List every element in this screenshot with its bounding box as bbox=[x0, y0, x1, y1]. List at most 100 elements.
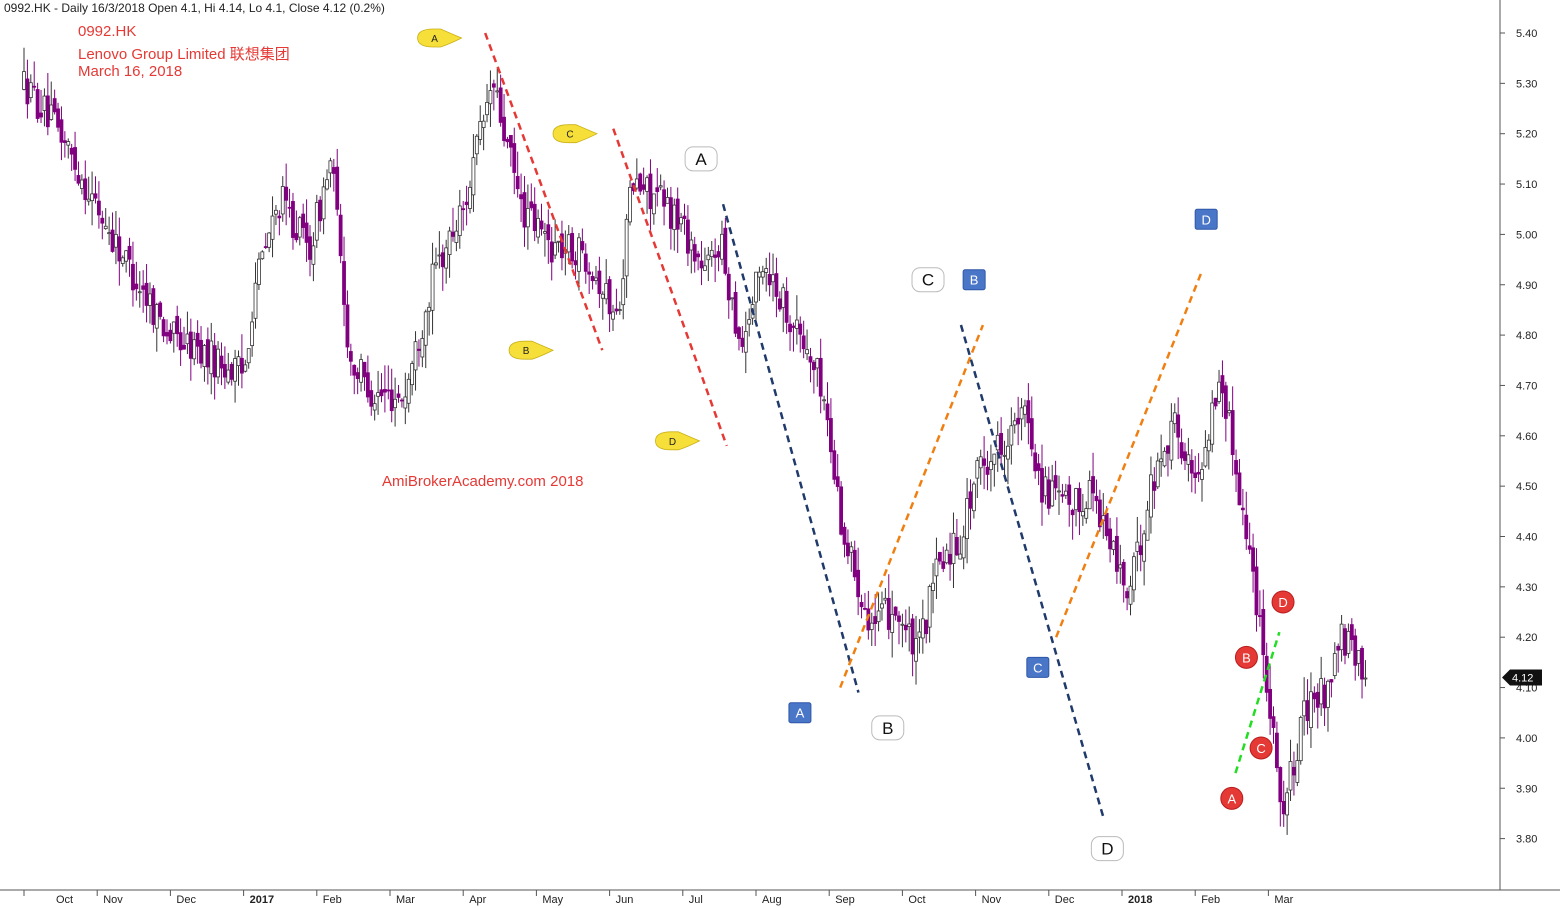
x-tick-label: Nov bbox=[982, 894, 1002, 906]
candle-body bbox=[233, 358, 237, 382]
candle-body bbox=[985, 466, 990, 475]
candle-body bbox=[1179, 442, 1184, 459]
candle-body bbox=[212, 345, 217, 378]
candle-body bbox=[69, 147, 74, 155]
candle-body bbox=[1322, 684, 1327, 709]
x-tick-label: Feb bbox=[1201, 894, 1220, 906]
candle-body bbox=[1247, 545, 1252, 550]
candle-body bbox=[389, 389, 394, 412]
candle-body bbox=[999, 432, 1004, 455]
candle-body bbox=[447, 230, 452, 255]
candle-body bbox=[1186, 454, 1191, 465]
candle-body bbox=[1019, 407, 1024, 420]
trendlines-layer bbox=[483, 32, 1281, 819]
y-tick-label: 5.10 bbox=[1516, 179, 1537, 191]
candle-body bbox=[236, 356, 241, 367]
candle-body bbox=[989, 461, 993, 471]
candle-body bbox=[822, 399, 826, 402]
candle-body bbox=[883, 597, 888, 601]
navy-trendline bbox=[959, 324, 1105, 819]
candle-body bbox=[1288, 761, 1293, 791]
candle-body bbox=[62, 140, 67, 143]
candle-body bbox=[927, 586, 932, 628]
x-tick-label: Aug bbox=[762, 894, 782, 906]
y-tick-label: 4.20 bbox=[1516, 632, 1537, 644]
candle-body bbox=[379, 389, 384, 397]
candle-body bbox=[733, 292, 738, 334]
candle-body bbox=[624, 218, 629, 277]
candle-body bbox=[1118, 564, 1123, 569]
candle-body bbox=[801, 335, 806, 350]
candle-body bbox=[743, 331, 748, 353]
candle-body bbox=[1087, 480, 1092, 510]
candle-body bbox=[369, 390, 374, 407]
candle-body bbox=[481, 120, 486, 128]
candle-body bbox=[641, 184, 646, 190]
candle-body bbox=[42, 95, 47, 111]
candle-body bbox=[114, 233, 118, 248]
candle-body bbox=[709, 249, 714, 258]
green-trendline bbox=[1234, 631, 1281, 774]
x-tick-label: Apr bbox=[469, 894, 486, 906]
candle-body bbox=[413, 341, 418, 371]
candle-body bbox=[314, 202, 319, 241]
candle-body bbox=[328, 160, 333, 174]
candle-body bbox=[1234, 460, 1238, 475]
candle-body bbox=[1203, 447, 1208, 467]
candle-body bbox=[1121, 561, 1126, 586]
candle-body bbox=[737, 327, 741, 339]
candle-body bbox=[703, 265, 707, 271]
candle-body bbox=[747, 319, 752, 325]
blue-marker-b: B bbox=[962, 269, 986, 291]
candle-body bbox=[1132, 556, 1136, 591]
orange-trendline bbox=[1054, 269, 1204, 638]
candle-body bbox=[829, 418, 833, 453]
candle-body bbox=[1149, 474, 1153, 518]
candle-body bbox=[570, 232, 575, 262]
candle-body bbox=[410, 363, 415, 386]
x-tick-label: Oct bbox=[56, 894, 73, 906]
candle-body bbox=[141, 285, 146, 290]
y-tick-label: 4.50 bbox=[1516, 481, 1537, 493]
candle-body bbox=[556, 240, 561, 243]
candle-body bbox=[1155, 460, 1160, 488]
candle-body bbox=[587, 271, 592, 275]
candle-body bbox=[805, 349, 809, 355]
y-tick-label: 4.80 bbox=[1516, 330, 1537, 342]
candle-body bbox=[594, 277, 598, 281]
candle-body bbox=[22, 71, 26, 90]
candle-body bbox=[1309, 691, 1313, 728]
candle-body bbox=[485, 101, 489, 116]
candle-body bbox=[1176, 414, 1181, 438]
candle-body bbox=[1043, 476, 1048, 497]
candle-body bbox=[1244, 514, 1249, 540]
candle-body bbox=[308, 236, 312, 260]
candle-body bbox=[543, 231, 547, 234]
candle-body bbox=[1189, 460, 1194, 474]
y-tick-label: 4.60 bbox=[1516, 431, 1537, 443]
candle-body bbox=[716, 251, 721, 258]
navy-trendline bbox=[721, 203, 860, 693]
candle-body bbox=[287, 206, 292, 209]
candle-body bbox=[209, 340, 214, 375]
orange-trendline bbox=[839, 324, 985, 689]
candle-body bbox=[1315, 691, 1320, 708]
candle-body bbox=[726, 273, 731, 301]
candle-body bbox=[498, 87, 503, 123]
candle-body bbox=[934, 558, 939, 577]
candle-body bbox=[427, 306, 432, 312]
candle-body bbox=[243, 364, 248, 372]
candle-body bbox=[39, 112, 43, 118]
candle-body bbox=[1227, 410, 1232, 414]
candle-body bbox=[784, 290, 789, 323]
marker-label: D bbox=[669, 437, 676, 448]
candle-body bbox=[321, 186, 326, 220]
candle-body bbox=[154, 304, 159, 329]
candle-body bbox=[56, 108, 60, 128]
candle-body bbox=[1108, 528, 1112, 550]
candle-body bbox=[607, 279, 612, 315]
candle-body bbox=[1298, 717, 1303, 762]
candle-body bbox=[219, 355, 224, 369]
candle-body bbox=[348, 351, 353, 362]
candle-body bbox=[893, 606, 898, 616]
